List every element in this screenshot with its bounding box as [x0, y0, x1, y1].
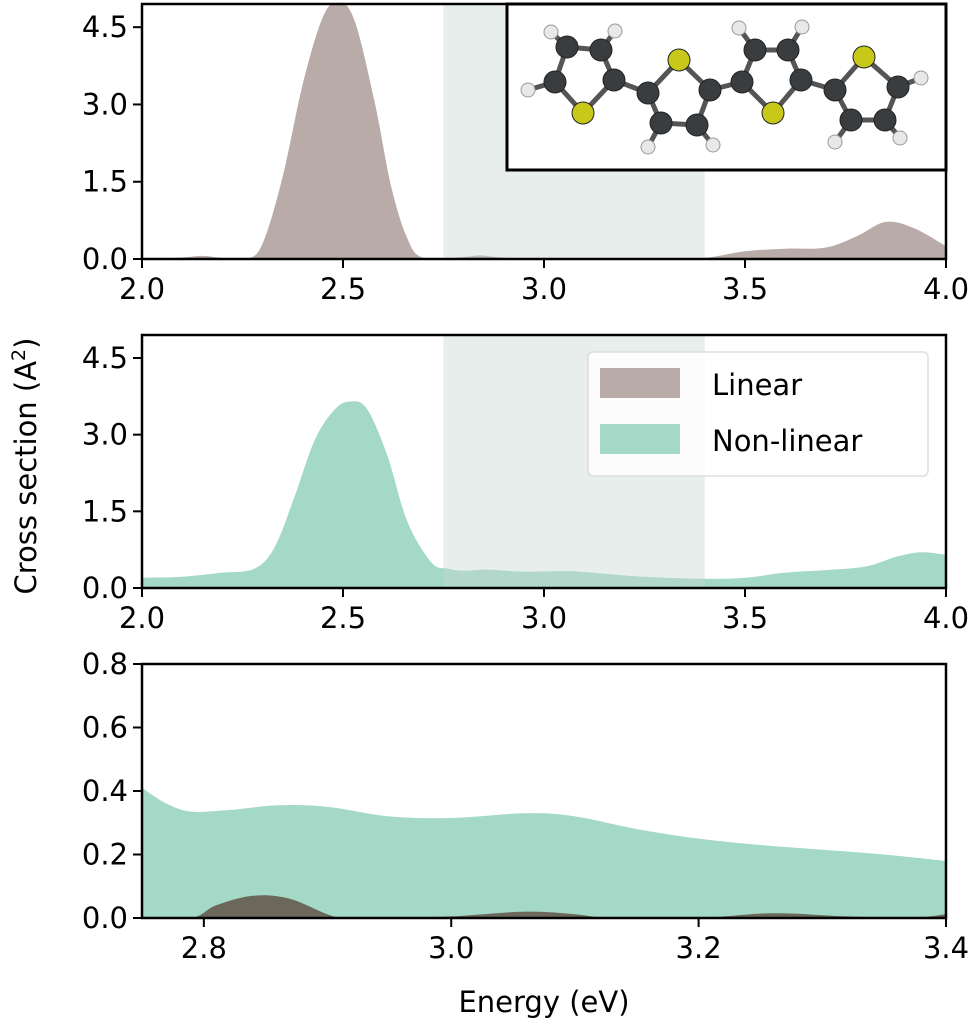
carbon-atom — [636, 81, 660, 105]
hydrogen-atom — [543, 24, 559, 40]
x-tick-label: 2.8 — [181, 931, 227, 965]
x-tick-label: 4.0 — [923, 601, 969, 635]
carbon-atom — [698, 78, 722, 102]
x-tick-label: 4.0 — [923, 272, 969, 306]
area-non-linear — [142, 401, 946, 588]
carbon-atom — [602, 68, 626, 92]
x-tick-label: 3.4 — [923, 931, 969, 965]
y-tick-label: 4.5 — [82, 341, 128, 375]
hydrogen-atom — [827, 134, 843, 150]
area-linear — [142, 4, 946, 259]
carbon-atom — [886, 75, 910, 99]
carbon-atom — [649, 111, 673, 135]
x-tick-label: 3.2 — [676, 931, 722, 965]
carbon-atom — [543, 70, 567, 94]
panel-1: 2.0 2.5 3.0 3.5 4.0 0.0 1.5 3.0 4.5 — [82, 2, 969, 306]
hydrogen-atom — [520, 82, 536, 98]
x-tick-label: 2.0 — [119, 601, 165, 635]
y-tick-label: 0.8 — [82, 647, 128, 681]
legend: Linear Non-linear — [587, 351, 929, 477]
y-tick-label: 0.0 — [82, 242, 128, 276]
area-non-linear — [142, 787, 946, 918]
y-tick-label: 0.0 — [82, 571, 128, 605]
molecule-inset — [505, 2, 948, 172]
carbon-atom — [589, 38, 613, 62]
y-tick-label: 1.5 — [82, 494, 128, 528]
x-axis-label: Energy (eV) — [458, 985, 629, 1019]
hydrogen-atom — [731, 20, 747, 36]
x-tick-label: 3.5 — [722, 272, 768, 306]
carbon-atom — [823, 78, 847, 102]
y-tick-label: 0.2 — [82, 838, 128, 872]
y-tick-label: 0.4 — [82, 774, 128, 808]
x-tick-label: 3.0 — [428, 931, 474, 965]
carbon-atom — [685, 113, 709, 137]
carbon-atom — [730, 70, 754, 94]
hydrogen-atom — [607, 23, 623, 39]
x-tick-label: 2.5 — [320, 601, 366, 635]
carbon-atom — [789, 68, 813, 92]
legend-label: Linear — [712, 368, 802, 402]
hydrogen-atom — [892, 130, 908, 146]
x-tick-label: 2.0 — [119, 272, 165, 306]
sulfur-atom — [852, 45, 876, 69]
carbon-atom — [555, 35, 579, 59]
carbon-atom — [743, 38, 767, 62]
legend-swatch — [600, 424, 680, 454]
legend-label: Non-linear — [712, 424, 862, 458]
y-tick-label: 0.6 — [82, 711, 128, 745]
y-tick-label: 4.5 — [82, 10, 128, 44]
plot-area — [142, 787, 946, 918]
hydrogen-atom — [705, 137, 721, 153]
y-tick-label: 1.5 — [82, 165, 128, 199]
sulfur-atom — [761, 101, 785, 125]
sulfur-atom — [667, 48, 691, 72]
y-tick-label: 3.0 — [82, 87, 128, 121]
hydrogen-atom — [794, 19, 810, 35]
x-tick-label: 3.5 — [722, 601, 768, 635]
carbon-atom — [776, 38, 800, 62]
x-tick-label: 2.5 — [320, 272, 366, 306]
carbon-atom — [839, 108, 863, 132]
y-tick-label: 3.0 — [82, 418, 128, 452]
panel-2: 2.0 2.5 3.0 3.5 4.0 0.0 1.5 3.0 4.5 Linear Non-lin… — [82, 333, 969, 635]
y-axis-label: Cross section (A2) — [8, 338, 43, 595]
panel-3: 2.8 3.0 3.2 3.4 0.0 0.2 0.4 0.6 0.8 Energy (eV) — [82, 647, 969, 1019]
sulfur-atom — [571, 101, 595, 125]
x-tick-label: 3.0 — [521, 601, 567, 635]
y-tick-label: 0.0 — [82, 901, 128, 935]
hydrogen-atom — [913, 70, 929, 86]
hydrogen-atom — [640, 139, 656, 155]
area-linear — [142, 895, 946, 918]
x-tick-label: 3.0 — [521, 272, 567, 306]
carbon-atom — [873, 108, 897, 132]
legend-swatch — [600, 368, 680, 398]
